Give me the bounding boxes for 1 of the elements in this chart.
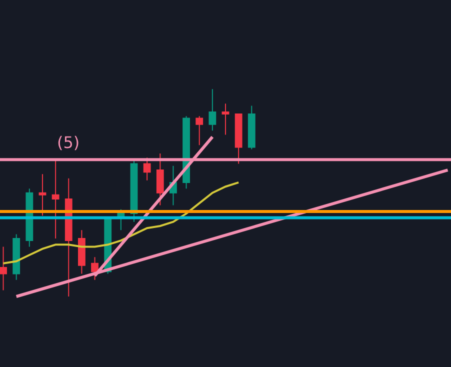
annotation: (5) [57, 133, 80, 152]
